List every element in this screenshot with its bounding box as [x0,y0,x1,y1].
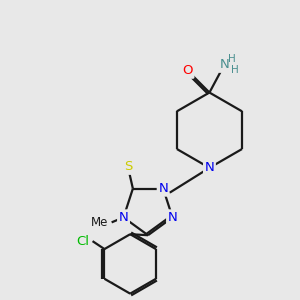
Text: N: N [168,211,177,224]
Text: N: N [219,58,229,71]
Text: O: O [182,64,193,77]
Text: Me: Me [91,216,108,229]
Text: H: H [231,65,239,75]
Text: Cl: Cl [76,235,89,248]
Text: N: N [118,211,128,224]
Text: H: H [228,54,236,64]
Text: N: N [158,182,168,195]
Text: N: N [205,161,214,174]
Text: S: S [124,160,132,173]
